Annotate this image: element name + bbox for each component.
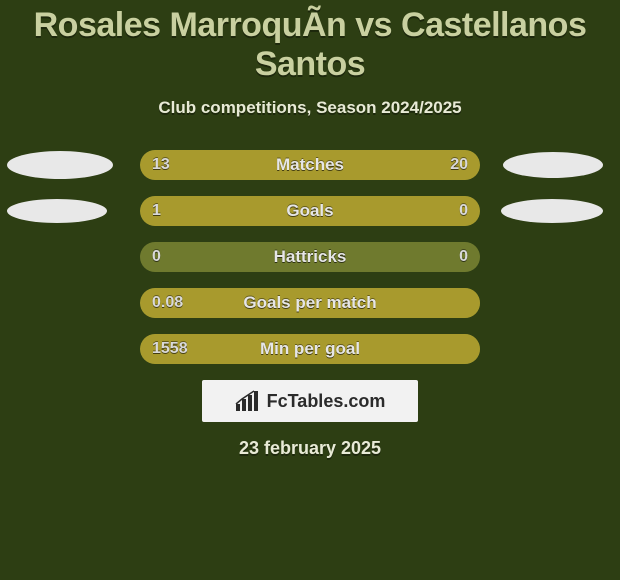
player-left-badge — [7, 199, 107, 223]
stat-left-value: 13 — [152, 156, 170, 174]
stat-right-value: 0 — [459, 202, 468, 220]
stat-bar: 0.08 Goals per match — [140, 288, 480, 318]
stat-row: 0 Hattricks 0 — [0, 242, 620, 272]
bars-icon — [235, 390, 261, 412]
stat-rows: 13 Matches 20 1 Goals 0 0 Hattricks 0 0.08 Goals p… — [0, 150, 620, 364]
stat-label: Min per goal — [260, 339, 360, 359]
stat-label: Goals — [286, 201, 333, 221]
stat-left-value: 0 — [152, 248, 161, 266]
comparison-title: Rosales MarroquÃ­n vs Castellanos Santos — [0, 0, 620, 84]
stat-label: Goals per match — [243, 293, 376, 313]
fctables-logo-text: FcTables.com — [267, 391, 386, 412]
stat-bar: 1558 Min per goal — [140, 334, 480, 364]
stat-left-value: 1 — [152, 202, 161, 220]
comparison-subtitle: Club competitions, Season 2024/2025 — [0, 98, 620, 118]
stat-right-value: 20 — [450, 156, 468, 174]
stat-right-value: 0 — [459, 248, 468, 266]
stat-bar-left — [140, 196, 402, 226]
stat-left-value: 0.08 — [152, 294, 183, 312]
player-right-badge — [501, 199, 603, 223]
snapshot-date: 23 february 2025 — [0, 438, 620, 459]
player-left-badge — [7, 151, 113, 179]
stat-label: Matches — [276, 155, 344, 175]
stat-left-value: 1558 — [152, 340, 188, 358]
stat-row: 0.08 Goals per match — [0, 288, 620, 318]
stat-bar: 1 Goals 0 — [140, 196, 480, 226]
stat-bar-right — [402, 196, 480, 226]
fctables-logo: FcTables.com — [202, 380, 418, 422]
stat-bar: 13 Matches 20 — [140, 150, 480, 180]
stat-row: 1 Goals 0 — [0, 196, 620, 226]
stat-bar: 0 Hattricks 0 — [140, 242, 480, 272]
stat-row: 13 Matches 20 — [0, 150, 620, 180]
stat-label: Hattricks — [274, 247, 347, 267]
player-right-badge — [503, 152, 603, 178]
stat-row: 1558 Min per goal — [0, 334, 620, 364]
